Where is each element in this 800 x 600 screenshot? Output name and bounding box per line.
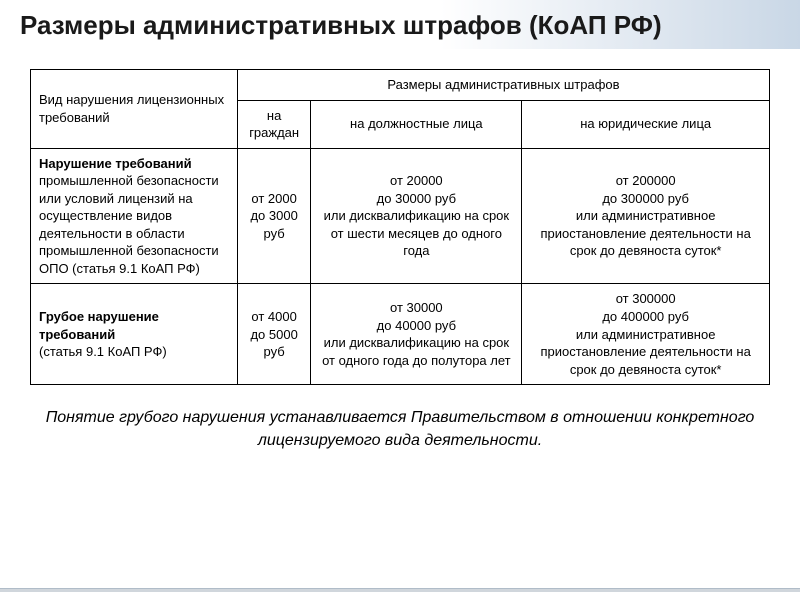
cell-fine-citizens: от 4000до 5000 руб: [237, 284, 310, 385]
table-row: Нарушение требований промышленной безопа…: [31, 148, 770, 284]
cell-fine-officials: от 20000до 30000 рубили дисквалификацию …: [311, 148, 522, 284]
table-header-row-1: Вид нарушения лицензионных требований Ра…: [31, 70, 770, 101]
footer-line: [0, 588, 800, 592]
header-fines-span: Размеры административных штрафов: [237, 70, 769, 101]
cell-violation: Нарушение требований промышленной безопа…: [31, 148, 238, 284]
caption-text: Понятие грубого нарушения устанавливаетс…: [30, 407, 770, 452]
cell-fine-legal: от 200000до 300000 рубили административн…: [522, 148, 770, 284]
page-title: Размеры административных штрафов (КоАП Р…: [20, 10, 780, 41]
header-officials: на должностные лица: [311, 100, 522, 148]
title-bar: Размеры административных штрафов (КоАП Р…: [0, 0, 800, 49]
content-area: Вид нарушения лицензионных требований Ра…: [0, 49, 800, 600]
slide: Размеры административных штрафов (КоАП Р…: [0, 0, 800, 600]
table-body: Нарушение требований промышленной безопа…: [31, 148, 770, 385]
cell-fine-officials: от 30000до 40000 рубили дисквалификацию …: [311, 284, 522, 385]
cell-fine-legal: от 300000до 400000 рубили административн…: [522, 284, 770, 385]
cell-violation: Грубое нарушение требований(статья 9.1 К…: [31, 284, 238, 385]
header-legal-entities: на юридические лица: [522, 100, 770, 148]
header-violation-type: Вид нарушения лицензионных требований: [31, 70, 238, 149]
table-header: Вид нарушения лицензионных требований Ра…: [31, 70, 770, 149]
cell-fine-citizens: от 2000до 3000 руб: [237, 148, 310, 284]
header-citizens: на граждан: [237, 100, 310, 148]
table-row: Грубое нарушение требований(статья 9.1 К…: [31, 284, 770, 385]
fines-table: Вид нарушения лицензионных требований Ра…: [30, 69, 770, 385]
